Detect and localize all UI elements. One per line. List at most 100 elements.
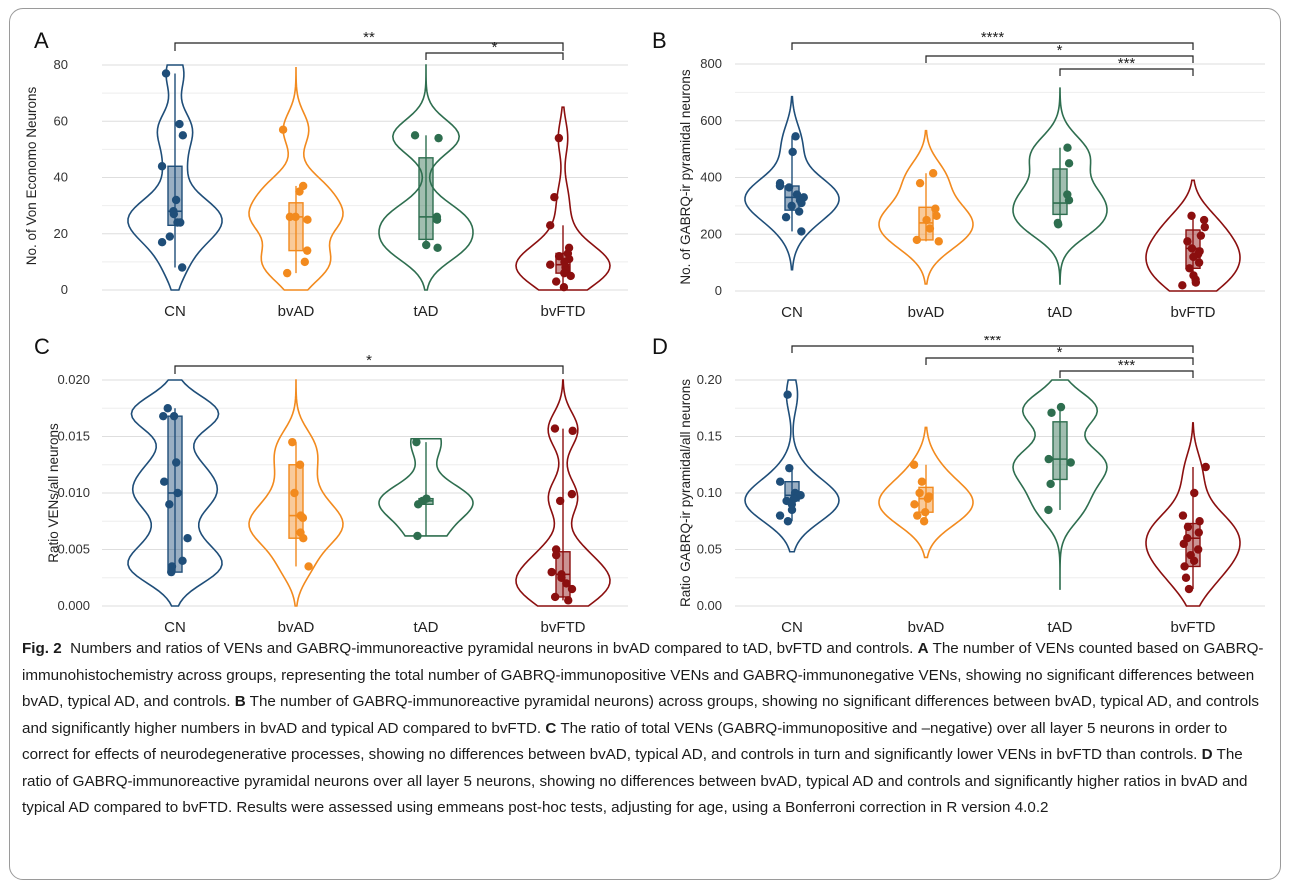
violin-bvFTD: [1145, 179, 1241, 292]
y-tick-label: 0.20: [697, 372, 722, 387]
data-point-bvAD: [291, 212, 300, 222]
x-tick-label: tAD: [413, 303, 438, 320]
bracket-line: [925, 357, 1194, 365]
significance-bracket: ***: [1059, 357, 1194, 378]
data-point-tAD: [1066, 458, 1075, 467]
y-tick-label: 40: [54, 170, 68, 185]
bracket-line: [1059, 370, 1194, 378]
data-point-CN: [783, 517, 793, 526]
violin-bvFTD: [515, 379, 611, 607]
x-tick-label: bvFTD: [541, 619, 586, 636]
violin-group-bvAD: [878, 426, 974, 559]
y-axis-label: Ratio GABRQ-ir pyramidal/all neurons: [678, 379, 693, 607]
data-point-bvFTD: [1191, 278, 1201, 287]
data-point-CN: [167, 567, 176, 577]
caption-fig-label: Fig. 2: [22, 640, 62, 657]
y-tick-label: 600: [700, 113, 722, 128]
significance-label: *: [492, 39, 498, 56]
caption-b-label: B: [234, 693, 246, 710]
caption-intro: Numbers and ratios of VENs and GABRQ-imm…: [70, 640, 914, 657]
figure-caption: Fig. 2 Numbers and ratios of VENs and GA…: [22, 636, 1272, 822]
data-point-bvFTD: [567, 489, 577, 499]
x-tick-label: CN: [781, 619, 803, 636]
violin-bvAD: [248, 379, 344, 607]
data-point-bvFTD: [1189, 252, 1198, 262]
bracket-line: [174, 365, 564, 374]
data-point-bvAD: [303, 246, 312, 255]
data-point-bvFTD: [1187, 244, 1197, 253]
data-point-bvAD: [295, 187, 304, 196]
significance-bracket: ***: [791, 336, 1194, 353]
data-point-bvAD: [931, 204, 940, 213]
significance-bracket: *: [174, 352, 564, 374]
caption-b-text: The number of GABRQ-immunoreactive pyram…: [22, 693, 1260, 737]
significance-bracket: ***: [1059, 55, 1194, 76]
x-tick-label: bvFTD: [1171, 304, 1216, 321]
significance-bracket: ****: [791, 29, 1194, 50]
data-point-tAD: [434, 133, 443, 143]
violin-CN: [127, 379, 223, 607]
data-point-bvAD: [282, 268, 292, 278]
data-point-bvFTD: [1183, 237, 1192, 246]
x-tick-label: bvFTD: [541, 303, 586, 320]
significance-label: ****: [981, 29, 1005, 46]
data-point-tAD: [433, 243, 442, 253]
x-tick-label: CN: [164, 303, 186, 320]
y-tick-label: 0.000: [57, 598, 90, 613]
data-point-bvAD: [288, 437, 297, 447]
panel-label-b: B: [652, 28, 667, 53]
data-point-tAD: [432, 215, 442, 224]
y-tick-label: 0.005: [57, 542, 90, 557]
data-point-bvAD: [912, 235, 922, 245]
y-tick-label: 0.05: [697, 542, 722, 557]
data-point-bvFTD: [1179, 539, 1188, 549]
y-tick-label: 800: [700, 56, 722, 71]
data-point-bvAD: [300, 257, 309, 267]
data-point-tAD: [1064, 159, 1074, 168]
caption-d-text: The ratio of GABRQ-immunoreactive pyrami…: [22, 746, 1248, 816]
y-tick-label: 80: [54, 57, 68, 72]
data-point-bvFTD: [567, 584, 577, 594]
violin-group-bvFTD: [1145, 422, 1241, 607]
data-point-bvFTD: [555, 496, 565, 506]
data-point-CN: [172, 458, 181, 467]
data-point-bvFTD: [1195, 517, 1204, 526]
data-point-bvFTD: [1189, 556, 1199, 565]
data-point-bvFTD: [1183, 522, 1193, 532]
violin-group-bvFTD: [515, 106, 611, 292]
data-point-bvAD: [922, 215, 931, 225]
caption-d-label: D: [1201, 746, 1213, 763]
data-point-bvFTD: [1181, 573, 1191, 582]
data-point-bvFTD: [554, 133, 564, 143]
data-point-CN: [797, 227, 806, 236]
significance-label: ***: [1118, 357, 1136, 374]
data-point-CN: [175, 119, 184, 129]
data-point-CN: [165, 232, 175, 241]
violin-group-CN: [744, 95, 840, 271]
violin-CN: [744, 379, 840, 553]
violin-bvFTD: [515, 106, 611, 291]
data-point-CN: [775, 181, 785, 191]
data-point-bvFTD: [566, 271, 575, 281]
data-point-bvFTD: [1178, 281, 1187, 290]
y-tick-label: 0.10: [697, 485, 722, 500]
y-axis-label: Ratio VENs/all neurons: [46, 423, 61, 563]
data-point-bvFTD: [1194, 528, 1203, 537]
x-tick-label: bvAD: [278, 619, 315, 636]
x-tick-label: CN: [781, 304, 803, 321]
data-point-tAD: [413, 500, 423, 509]
chart-panel-d: 0.00 0.05 0.10 0.15 0.20 Ratio GABRQ-ir pyram…: [678, 336, 1265, 636]
x-tick-label: bvAD: [908, 304, 945, 321]
violin-tAD: [1012, 87, 1108, 285]
data-point-tAD: [1064, 196, 1074, 205]
data-point-bvFTD: [1185, 264, 1194, 273]
box-bvAD: [288, 202, 304, 252]
data-point-bvFTD: [545, 221, 555, 230]
data-point-CN: [783, 390, 792, 399]
significance-bracket: **: [174, 29, 564, 51]
data-point-bvFTD: [551, 550, 561, 560]
data-point-tAD: [1047, 408, 1056, 417]
data-point-bvAD: [928, 169, 938, 178]
data-point-CN: [177, 263, 187, 272]
caption-a-label: A: [917, 640, 929, 657]
